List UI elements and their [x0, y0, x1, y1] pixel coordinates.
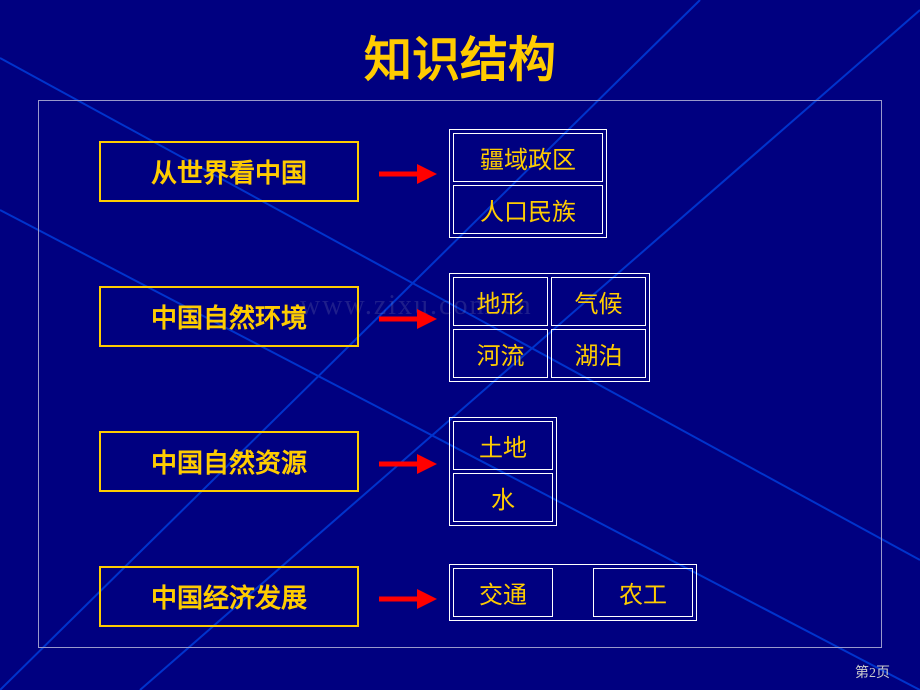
- left-box-world: 从世界看中国: [99, 141, 359, 202]
- sub-territory: 疆域政区: [453, 133, 603, 182]
- left-box-nature: 中国自然环境: [99, 286, 359, 347]
- group-world: 疆域政区 人口民族: [449, 129, 607, 238]
- main-frame: 从世界看中国 疆域政区 人口民族 中国自然环境 地形 气候 河流 湖泊 中国自然…: [38, 100, 882, 648]
- arrow-world: [379, 159, 439, 189]
- group-economy: 交通 农工: [449, 564, 697, 621]
- row-resource: 中国自然资源: [99, 431, 359, 492]
- row-economy: 中国经济发展: [99, 566, 359, 627]
- sub-terrain: 地形: [453, 277, 548, 326]
- sub-climate: 气候: [551, 277, 646, 326]
- sub-transport: 交通: [453, 568, 553, 617]
- sub-land: 土地: [453, 421, 553, 470]
- group-resource: 土地 水: [449, 417, 557, 526]
- sub-lake: 湖泊: [551, 329, 646, 378]
- sub-agri: 农工: [593, 568, 693, 617]
- group-nature: 地形 气候 河流 湖泊: [449, 273, 650, 382]
- page-number: 第2页: [855, 662, 890, 682]
- left-box-resource: 中国自然资源: [99, 431, 359, 492]
- arrow-resource: [379, 449, 439, 479]
- left-box-economy: 中国经济发展: [99, 566, 359, 627]
- arrow-economy: [379, 584, 439, 614]
- page-title: 知识结构: [364, 20, 556, 90]
- arrow-nature: [379, 304, 439, 334]
- sub-river: 河流: [453, 329, 548, 378]
- row-nature: 中国自然环境: [99, 286, 359, 347]
- sub-population: 人口民族: [453, 185, 603, 234]
- row-world: 从世界看中国: [99, 141, 359, 202]
- sub-water: 水: [453, 473, 553, 522]
